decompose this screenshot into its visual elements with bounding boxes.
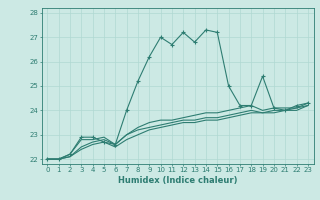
X-axis label: Humidex (Indice chaleur): Humidex (Indice chaleur) bbox=[118, 176, 237, 185]
